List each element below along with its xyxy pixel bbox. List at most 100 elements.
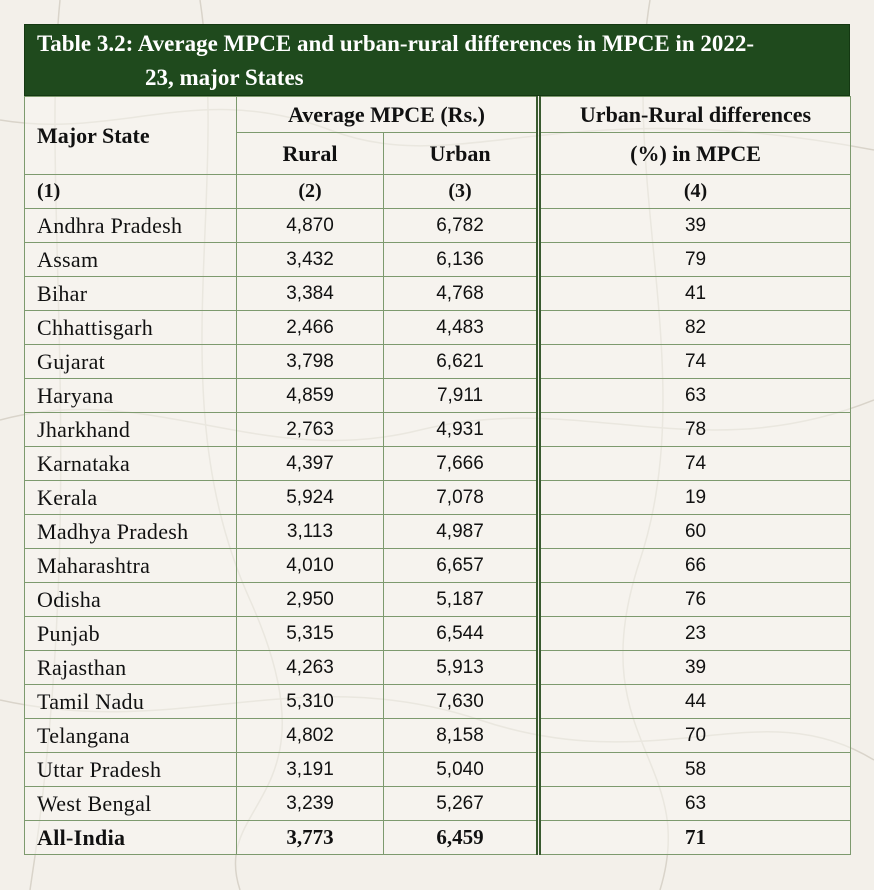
table-row: Tamil Nadu 5,310 7,630 44 bbox=[24, 684, 852, 719]
table-row: Kerala 5,924 7,078 19 bbox=[24, 480, 852, 515]
header-major-state: Major State bbox=[24, 96, 237, 175]
header-ref-4: (4) bbox=[538, 174, 852, 209]
header-ref-1: (1) bbox=[24, 174, 237, 209]
table-title: Table 3.2: Average MPCE and urban-rural … bbox=[24, 24, 850, 96]
cell-diff: 23 bbox=[538, 616, 852, 651]
table-row: West Bengal 3,239 5,267 63 bbox=[24, 786, 852, 821]
cell-rural: 3,432 bbox=[236, 242, 384, 277]
cell-state: Gujarat bbox=[24, 344, 237, 379]
cell-state: Punjab bbox=[24, 616, 237, 651]
cell-urban: 6,782 bbox=[382, 208, 542, 243]
table-row: Jharkhand 2,763 4,931 78 bbox=[24, 412, 852, 447]
table-container: Table 3.2: Average MPCE and urban-rural … bbox=[24, 24, 852, 855]
table-title-line1: Table 3.2: Average MPCE and urban-rural … bbox=[37, 31, 755, 56]
table-row: Telangana 4,802 8,158 70 bbox=[24, 718, 852, 753]
table-row: Rajasthan 4,263 5,913 39 bbox=[24, 650, 852, 685]
cell-urban: 8,158 bbox=[382, 718, 542, 753]
cell-state: Kerala bbox=[24, 480, 237, 515]
cell-rural: 2,466 bbox=[236, 310, 384, 345]
cell-rural: 3,113 bbox=[236, 514, 384, 549]
cell-diff: 41 bbox=[538, 276, 852, 311]
cell-diff: 44 bbox=[538, 684, 852, 719]
table-row: Andhra Pradesh 4,870 6,782 39 bbox=[24, 208, 852, 243]
cell-rural: 3,384 bbox=[236, 276, 384, 311]
cell-state: Jharkhand bbox=[24, 412, 237, 447]
cell-diff: 63 bbox=[538, 378, 852, 413]
cell-rural: 5,315 bbox=[236, 616, 384, 651]
header-ref-3: (3) bbox=[382, 174, 542, 209]
cell-urban: 6,657 bbox=[382, 548, 542, 583]
cell-rural: 4,802 bbox=[236, 718, 384, 753]
cell-diff: 39 bbox=[538, 650, 852, 685]
cell-diff: 70 bbox=[538, 718, 852, 753]
cell-rural: 2,950 bbox=[236, 582, 384, 617]
table-row: Madhya Pradesh 3,113 4,987 60 bbox=[24, 514, 852, 549]
header-urban: Urban bbox=[382, 132, 542, 175]
cell-rural: 4,397 bbox=[236, 446, 384, 481]
cell-state: Uttar Pradesh bbox=[24, 752, 237, 787]
table-row: Karnataka 4,397 7,666 74 bbox=[24, 446, 852, 481]
cell-diff: 82 bbox=[538, 310, 852, 345]
cell-urban: 4,987 bbox=[382, 514, 542, 549]
header-diff-line2: (%) in MPCE bbox=[538, 132, 852, 175]
cell-state: Andhra Pradesh bbox=[24, 208, 237, 243]
cell-diff: 76 bbox=[538, 582, 852, 617]
cell-urban: 6,136 bbox=[382, 242, 542, 277]
header-ref-2: (2) bbox=[236, 174, 384, 209]
cell-state: West Bengal bbox=[24, 786, 237, 821]
header-average-mpce: Average MPCE (Rs.) bbox=[235, 96, 542, 133]
cell-state: Assam bbox=[24, 242, 237, 277]
cell-rural: 5,310 bbox=[236, 684, 384, 719]
cell-diff: 19 bbox=[538, 480, 852, 515]
cell-state: Odisha bbox=[24, 582, 237, 617]
table-row: Odisha 2,950 5,187 76 bbox=[24, 582, 852, 617]
cell-state: Telangana bbox=[24, 718, 237, 753]
cell-state: Rajasthan bbox=[24, 650, 237, 685]
cell-diff: 79 bbox=[538, 242, 852, 277]
cell-urban: 5,040 bbox=[382, 752, 542, 787]
cell-state: Madhya Pradesh bbox=[24, 514, 237, 549]
cell-state: Maharashtra bbox=[24, 548, 237, 583]
cell-urban: 5,187 bbox=[382, 582, 542, 617]
cell-urban: 6,459 bbox=[382, 820, 542, 855]
cell-state: Bihar bbox=[24, 276, 237, 311]
cell-urban: 4,768 bbox=[382, 276, 542, 311]
header-rural: Rural bbox=[236, 132, 384, 175]
cell-diff: 66 bbox=[538, 548, 852, 583]
cell-diff: 60 bbox=[538, 514, 852, 549]
cell-rural: 3,239 bbox=[236, 786, 384, 821]
cell-urban: 4,931 bbox=[382, 412, 542, 447]
cell-diff: 74 bbox=[538, 446, 852, 481]
cell-rural: 4,263 bbox=[236, 650, 384, 685]
cell-state: Haryana bbox=[24, 378, 237, 413]
cell-urban: 6,621 bbox=[382, 344, 542, 379]
cell-state: Tamil Nadu bbox=[24, 684, 237, 719]
cell-diff: 63 bbox=[538, 786, 852, 821]
cell-diff: 58 bbox=[538, 752, 852, 787]
table-row: Gujarat 3,798 6,621 74 bbox=[24, 344, 852, 379]
cell-state: Chhattisgarh bbox=[24, 310, 237, 345]
table-row: Assam 3,432 6,136 79 bbox=[24, 242, 852, 277]
cell-rural: 4,859 bbox=[236, 378, 384, 413]
table-row: Uttar Pradesh 3,191 5,040 58 bbox=[24, 752, 852, 787]
cell-urban: 6,544 bbox=[382, 616, 542, 651]
cell-urban: 7,666 bbox=[382, 446, 542, 481]
cell-rural: 4,870 bbox=[236, 208, 384, 243]
cell-diff: 74 bbox=[538, 344, 852, 379]
cell-urban: 5,267 bbox=[382, 786, 542, 821]
cell-urban: 7,630 bbox=[382, 684, 542, 719]
cell-urban: 5,913 bbox=[382, 650, 542, 685]
cell-state: Karnataka bbox=[24, 446, 237, 481]
table-row: Bihar 3,384 4,768 41 bbox=[24, 276, 852, 311]
table-title-line2: 23, major States bbox=[145, 65, 304, 90]
cell-urban: 7,078 bbox=[382, 480, 542, 515]
mpce-table: Major State Average MPCE (Rs.) Urban-Rur… bbox=[24, 96, 852, 855]
cell-urban: 4,483 bbox=[382, 310, 542, 345]
cell-urban: 7,911 bbox=[382, 378, 542, 413]
table-row: Haryana 4,859 7,911 63 bbox=[24, 378, 852, 413]
table-row: Maharashtra 4,010 6,657 66 bbox=[24, 548, 852, 583]
cell-state: All-India bbox=[24, 820, 237, 855]
header-diff-line1: Urban-Rural differences bbox=[538, 96, 852, 133]
table-row-total: All-India 3,773 6,459 71 bbox=[24, 820, 852, 855]
table-row: Punjab 5,315 6,544 23 bbox=[24, 616, 852, 651]
